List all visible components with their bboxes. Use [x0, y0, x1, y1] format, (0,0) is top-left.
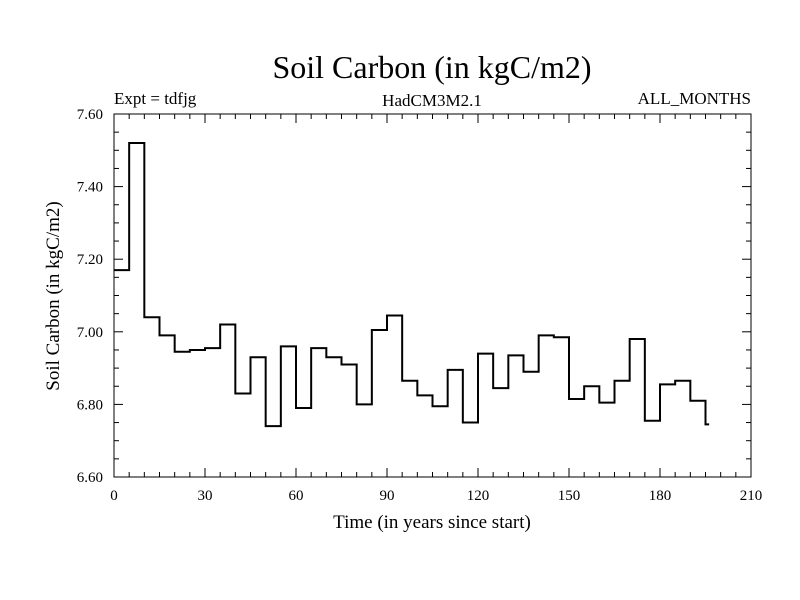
x-tick-label: 150: [558, 488, 581, 504]
y-tick-label: 7.20: [77, 252, 103, 268]
experiment-label: Expt = tdfjg: [114, 89, 197, 108]
model-label: HadCM3M2.1: [382, 91, 482, 110]
plot-frame: [113, 113, 752, 478]
x-tick-label: 90: [380, 488, 395, 504]
y-axis-ticks: [114, 113, 751, 478]
soil-carbon-series-line: [114, 142, 710, 428]
plot-area: [114, 142, 710, 428]
x-tick-label: 30: [198, 488, 213, 504]
y-axis-tick-labels: 6.60 6.80 7.00 7.20 7.40 7.60: [77, 107, 103, 486]
x-tick-label: 120: [467, 488, 490, 504]
y-tick-label: 7.60: [77, 107, 103, 123]
x-tick-label: 180: [649, 488, 672, 504]
chart-title: Soil Carbon (in kgC/m2): [272, 49, 591, 85]
months-label: ALL_MONTHS: [638, 89, 751, 108]
y-tick-label: 7.00: [77, 325, 103, 341]
y-tick-label: 6.60: [77, 470, 103, 486]
y-tick-label: 7.40: [77, 180, 103, 196]
x-tick-label: 210: [740, 488, 763, 504]
x-tick-label: 60: [289, 488, 304, 504]
x-axis-title: Time (in years since start): [333, 512, 531, 533]
x-axis-tick-labels: 0 30 60 90 120 150 180 210: [110, 488, 762, 504]
y-axis-title: Soil Carbon (in kgC/m2): [43, 201, 64, 390]
x-tick-label: 0: [110, 488, 118, 504]
x-axis-ticks: [113, 114, 752, 477]
y-tick-label: 6.80: [77, 397, 103, 413]
